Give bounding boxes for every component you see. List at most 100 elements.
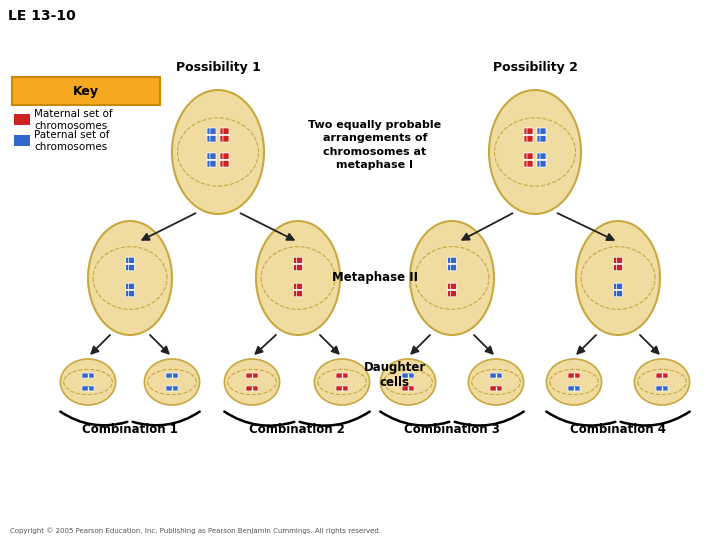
FancyBboxPatch shape — [451, 289, 456, 297]
FancyBboxPatch shape — [656, 373, 668, 378]
Ellipse shape — [172, 90, 264, 214]
FancyBboxPatch shape — [451, 257, 456, 265]
FancyBboxPatch shape — [616, 264, 622, 271]
FancyBboxPatch shape — [537, 159, 543, 167]
FancyBboxPatch shape — [402, 386, 414, 391]
FancyBboxPatch shape — [82, 373, 94, 378]
Text: Maternal set of
chromosomes: Maternal set of chromosomes — [34, 109, 112, 131]
Ellipse shape — [145, 359, 199, 405]
Text: Key: Key — [73, 84, 99, 98]
FancyBboxPatch shape — [616, 283, 622, 291]
FancyBboxPatch shape — [246, 386, 258, 391]
FancyBboxPatch shape — [524, 153, 530, 161]
Text: Copyright © 2005 Pearson Education, Inc. Publishing as Pearson Benjamin Cummings: Copyright © 2005 Pearson Education, Inc.… — [10, 528, 381, 534]
FancyBboxPatch shape — [537, 134, 543, 142]
FancyBboxPatch shape — [448, 289, 454, 297]
Text: Combination 4: Combination 4 — [570, 423, 666, 436]
FancyBboxPatch shape — [129, 289, 135, 297]
FancyBboxPatch shape — [336, 386, 348, 391]
FancyBboxPatch shape — [126, 289, 132, 297]
FancyBboxPatch shape — [297, 264, 302, 271]
FancyBboxPatch shape — [613, 289, 619, 297]
FancyBboxPatch shape — [210, 153, 216, 161]
FancyBboxPatch shape — [12, 77, 160, 105]
FancyBboxPatch shape — [448, 283, 454, 291]
FancyBboxPatch shape — [294, 283, 300, 291]
Ellipse shape — [60, 359, 116, 405]
FancyBboxPatch shape — [207, 128, 213, 136]
Ellipse shape — [315, 359, 369, 405]
FancyBboxPatch shape — [524, 128, 530, 136]
FancyBboxPatch shape — [616, 289, 622, 297]
Ellipse shape — [469, 359, 523, 405]
FancyBboxPatch shape — [537, 153, 543, 161]
FancyBboxPatch shape — [220, 128, 226, 136]
FancyBboxPatch shape — [207, 159, 213, 167]
FancyBboxPatch shape — [294, 289, 300, 297]
FancyBboxPatch shape — [126, 257, 132, 265]
Text: Possibility 1: Possibility 1 — [176, 62, 261, 75]
FancyBboxPatch shape — [336, 373, 348, 378]
FancyBboxPatch shape — [223, 134, 229, 142]
FancyBboxPatch shape — [448, 264, 454, 271]
FancyBboxPatch shape — [527, 128, 533, 136]
FancyBboxPatch shape — [451, 264, 456, 271]
Ellipse shape — [380, 359, 436, 405]
FancyBboxPatch shape — [490, 373, 502, 378]
FancyBboxPatch shape — [210, 159, 216, 167]
FancyBboxPatch shape — [166, 386, 178, 391]
FancyBboxPatch shape — [540, 153, 546, 161]
FancyBboxPatch shape — [613, 257, 619, 265]
Text: Metaphase II: Metaphase II — [332, 272, 418, 285]
FancyBboxPatch shape — [448, 257, 454, 265]
FancyBboxPatch shape — [223, 128, 229, 136]
FancyBboxPatch shape — [129, 264, 135, 271]
FancyBboxPatch shape — [527, 153, 533, 161]
FancyBboxPatch shape — [220, 159, 226, 167]
Bar — [14, 114, 30, 125]
FancyBboxPatch shape — [527, 134, 533, 142]
Text: Combination 2: Combination 2 — [249, 423, 345, 436]
Ellipse shape — [225, 359, 279, 405]
FancyBboxPatch shape — [126, 264, 132, 271]
Text: Combination 3: Combination 3 — [404, 423, 500, 436]
FancyBboxPatch shape — [129, 283, 135, 291]
FancyBboxPatch shape — [613, 283, 619, 291]
FancyBboxPatch shape — [524, 134, 530, 142]
FancyBboxPatch shape — [297, 289, 302, 297]
Ellipse shape — [410, 221, 494, 335]
FancyBboxPatch shape — [82, 386, 94, 391]
Text: Possibility 2: Possibility 2 — [492, 62, 577, 75]
FancyBboxPatch shape — [656, 386, 668, 391]
FancyBboxPatch shape — [220, 153, 226, 161]
Ellipse shape — [489, 90, 581, 214]
FancyBboxPatch shape — [126, 283, 132, 291]
Ellipse shape — [546, 359, 602, 405]
Bar — [14, 135, 30, 146]
FancyBboxPatch shape — [223, 153, 229, 161]
FancyBboxPatch shape — [210, 128, 216, 136]
Text: Paternal set of
chromosomes: Paternal set of chromosomes — [34, 130, 109, 152]
Text: LE 13-10: LE 13-10 — [8, 9, 76, 23]
FancyBboxPatch shape — [613, 264, 619, 271]
FancyBboxPatch shape — [207, 153, 213, 161]
FancyBboxPatch shape — [540, 128, 546, 136]
FancyBboxPatch shape — [524, 159, 530, 167]
Ellipse shape — [576, 221, 660, 335]
FancyBboxPatch shape — [402, 373, 414, 378]
FancyBboxPatch shape — [294, 257, 300, 265]
FancyBboxPatch shape — [223, 159, 229, 167]
FancyBboxPatch shape — [490, 386, 502, 391]
FancyBboxPatch shape — [210, 134, 216, 142]
Ellipse shape — [634, 359, 690, 405]
FancyBboxPatch shape — [297, 257, 302, 265]
FancyBboxPatch shape — [166, 373, 178, 378]
Text: Two equally probable
arrangements of
chromosomes at
metaphase I: Two equally probable arrangements of chr… — [308, 120, 441, 170]
Text: Daughter
cells: Daughter cells — [364, 361, 426, 389]
FancyBboxPatch shape — [540, 134, 546, 142]
Ellipse shape — [88, 221, 172, 335]
FancyBboxPatch shape — [294, 264, 300, 271]
FancyBboxPatch shape — [568, 373, 580, 378]
FancyBboxPatch shape — [540, 159, 546, 167]
FancyBboxPatch shape — [129, 257, 135, 265]
